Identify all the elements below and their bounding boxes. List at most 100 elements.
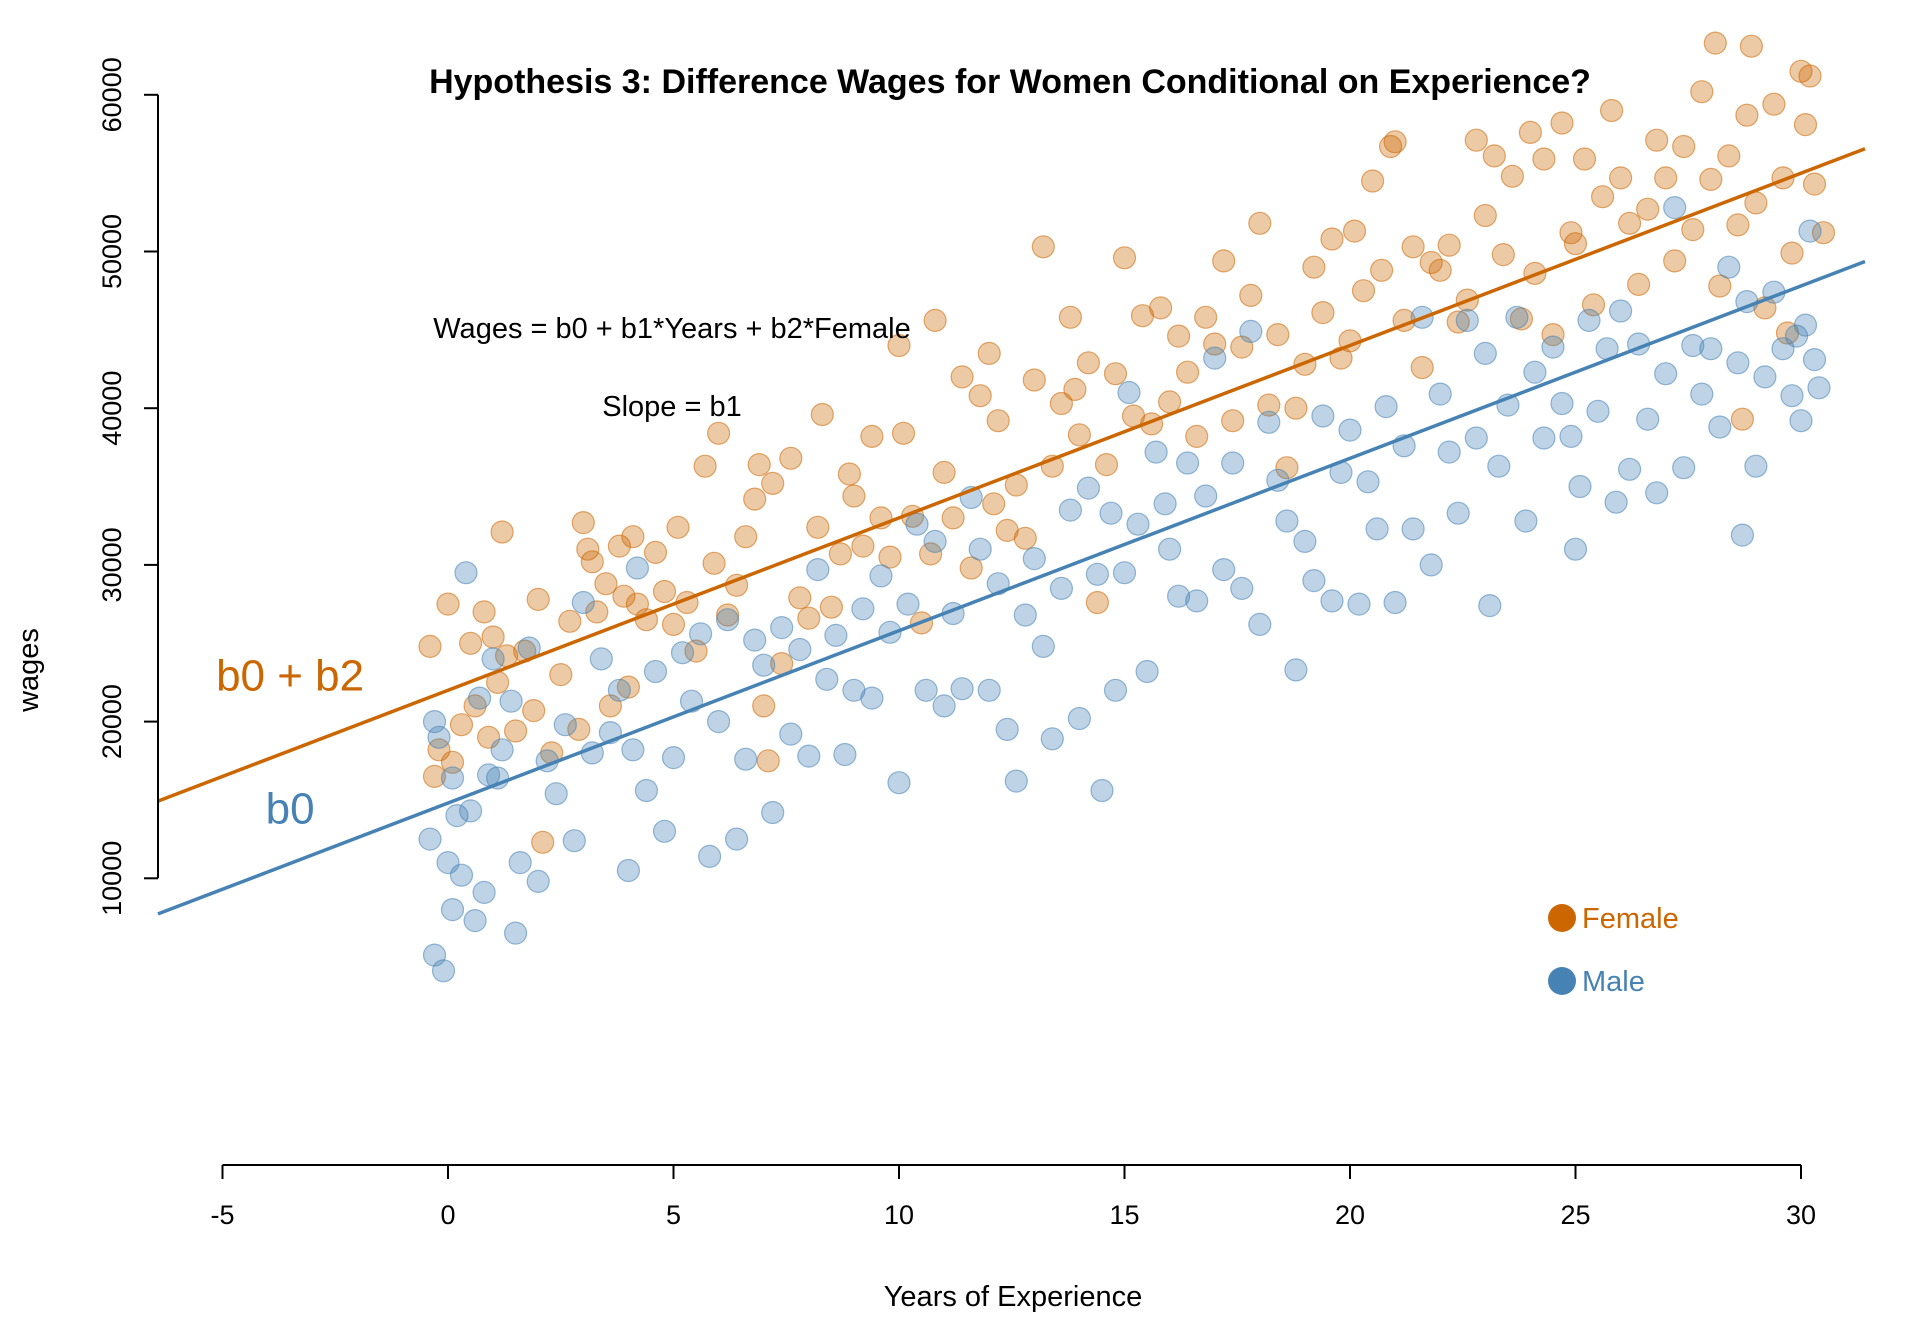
female-point [1699,167,1723,191]
male-point [571,590,595,615]
male-point [1135,659,1159,684]
male-point [499,689,523,713]
female-point [1094,453,1119,477]
female-point [887,333,911,358]
male-point [1401,517,1425,541]
male-point [526,869,550,894]
female-point [702,551,726,575]
female-point [612,584,636,608]
female-point [923,308,947,332]
male-point [670,641,695,665]
male-point [1112,561,1137,585]
female-point [1378,134,1403,159]
male-point [923,529,947,554]
female-point [761,471,785,495]
legend-female-marker [1548,904,1576,932]
male-point [1473,341,1497,365]
male-point [1185,589,1209,613]
male-point [932,694,956,718]
female-point [743,487,767,511]
female-point [756,749,780,773]
female-point [1221,409,1245,433]
female-point [481,625,505,649]
female-point [472,600,496,624]
female-point [1428,258,1452,282]
male-point [643,659,668,684]
legend-male-marker [1548,967,1576,995]
female-point [1473,203,1497,228]
female-point [1617,211,1642,235]
female-point [1793,112,1818,137]
male-point [1645,481,1669,505]
male-point [797,744,821,768]
male-point [1221,451,1245,475]
x-axis: -5 0 5 10 15 20 25 30 [210,1164,1816,1230]
male-point [621,738,645,762]
male-point [1085,562,1110,586]
male-regression-line [157,259,1866,916]
points-layer [418,31,1836,983]
female-point [1500,164,1525,188]
female-point [1798,64,1822,88]
male-point [427,725,451,749]
male-point [503,921,528,945]
female-point [1645,128,1669,152]
regression-lines [157,147,1866,916]
chart-title: Hypothesis 3: Difference Wages for Women… [429,63,1591,101]
x-tick-label: 25 [1560,1200,1590,1230]
male-point [490,738,514,762]
legend-female-label: Female [1582,903,1679,935]
female-point [1690,80,1714,104]
male-point [1455,308,1479,332]
male-point [1464,426,1488,450]
female-point [1067,423,1092,447]
female-point [1275,456,1299,480]
female-point [878,545,902,569]
x-tick-label: 15 [1109,1200,1139,1230]
female-point [1802,172,1827,196]
female-point [585,600,609,624]
male-point [752,653,776,677]
female-point [1031,235,1055,259]
male-point [1356,470,1380,494]
male-point [1604,490,1628,514]
male-point [1726,351,1750,375]
line-label-female: b0 + b2 [216,651,364,700]
male-point [1040,727,1064,751]
female-point [977,341,1001,365]
male-point [1365,517,1389,541]
female-point [1654,166,1678,190]
male-point [815,667,839,691]
male-point [1505,305,1529,329]
equation-annotation: Wages = b0 + b1*Years + b2*Female [433,313,910,345]
female-point [1212,249,1236,273]
male-point [652,819,677,843]
female-point [607,534,632,558]
male-point [422,709,447,734]
female-point [1248,211,1272,235]
female-point [842,484,866,508]
male-point [761,800,785,825]
x-tick-label: 20 [1335,1200,1365,1230]
male-point [1194,484,1218,508]
female-regression-line [157,147,1866,803]
male-point [1031,634,1055,659]
male-point [914,678,938,702]
male-point [1699,337,1723,361]
female-point [1148,296,1173,320]
female-point [1626,272,1651,296]
female-point [891,421,916,445]
male-point [1284,658,1308,682]
male-point [1550,391,1574,416]
female-point [1022,368,1046,392]
male-point [625,556,650,580]
female-point [1342,219,1367,243]
female-point [837,462,862,486]
female-point [422,764,447,789]
female-point [652,579,677,604]
male-point [869,564,893,588]
female-point [851,534,875,558]
male-point [950,677,974,701]
male-point [1608,299,1633,323]
female-point [1419,250,1443,275]
